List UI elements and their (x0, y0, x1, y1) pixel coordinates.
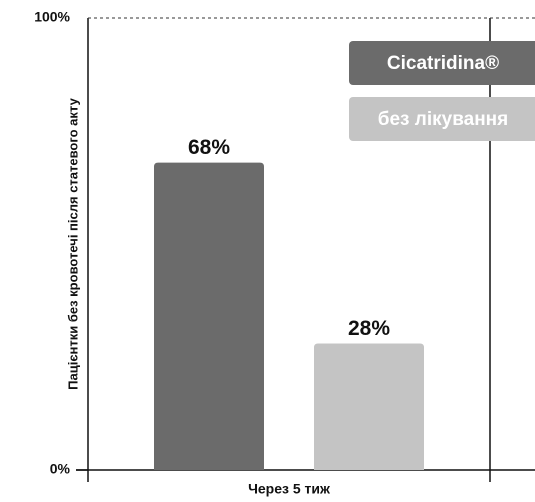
legend-swatch (349, 97, 535, 141)
x-tick-label: Через 5 тиж (248, 481, 331, 497)
data-label: 28% (348, 317, 390, 340)
y-axis-label: Пацієнтки без кровотечі після статевого … (65, 97, 80, 389)
legend-swatch (349, 41, 535, 85)
y-tick-label: 0% (50, 461, 71, 477)
bar (154, 162, 264, 470)
y-tick-label: 100% (34, 9, 70, 25)
legend-label: Cicatridina® (387, 53, 499, 74)
data-label: 68% (188, 136, 230, 159)
bar (314, 343, 424, 470)
legend-label: без лікування (378, 109, 509, 130)
